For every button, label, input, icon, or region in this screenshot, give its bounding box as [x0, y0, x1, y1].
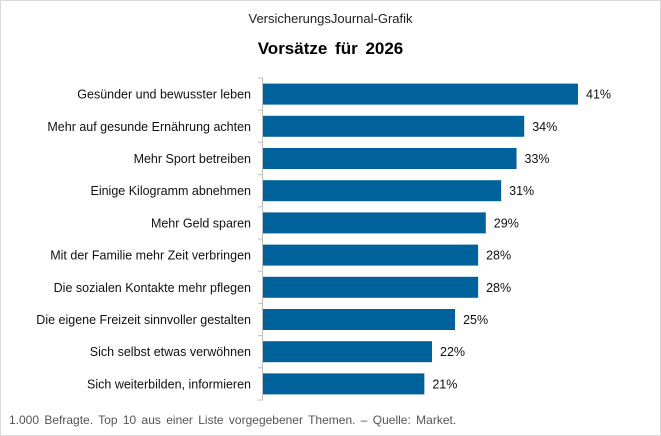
value-label: 28% — [486, 249, 511, 263]
category-label: Die sozialen Kontakte mehr pflegen — [54, 281, 251, 295]
bar-1 — [263, 83, 578, 105]
category-label: Sich weiterbilden, informieren — [87, 377, 251, 391]
value-label: 22% — [440, 345, 465, 359]
category-label: Einige Kilogramm abnehmen — [90, 184, 251, 198]
category-label: Die eigene Freizeit sinnvoller gestalten — [36, 313, 251, 327]
category-label: Gesünder und bewusster leben — [77, 88, 251, 102]
value-label: 34% — [532, 120, 557, 134]
bar-10 — [263, 373, 425, 395]
value-label: 29% — [494, 216, 519, 230]
bar-2 — [263, 115, 525, 137]
value-label: 21% — [432, 377, 457, 391]
value-label: 33% — [525, 152, 550, 166]
source-note: 1.000 Befragte. Top 10 aus einer Liste v… — [9, 413, 457, 427]
category-label: Sich selbst etwas verwöhnen — [90, 345, 251, 359]
bar-7 — [263, 276, 479, 298]
bar-8 — [263, 309, 456, 330]
category-label: Mehr Geld sparen — [151, 216, 251, 230]
category-label: Mehr auf gesunde Ernährung achten — [47, 120, 251, 134]
value-label: 28% — [486, 281, 511, 295]
category-label: Mit der Familie mehr Zeit verbringen — [50, 249, 251, 263]
bar-4 — [263, 180, 502, 202]
chart-title: Vorsätze für 2026 — [257, 39, 404, 58]
value-label: 41% — [586, 88, 611, 102]
bar-9 — [263, 341, 433, 363]
bar-3 — [263, 148, 517, 169]
category-label: Mehr Sport betreiben — [134, 152, 251, 166]
value-label: 31% — [509, 184, 534, 198]
bar-6 — [263, 244, 479, 266]
value-label: 25% — [463, 313, 488, 327]
brand-caption: VersicherungsJournal-Grafik — [248, 11, 413, 26]
bar-5 — [263, 212, 486, 234]
